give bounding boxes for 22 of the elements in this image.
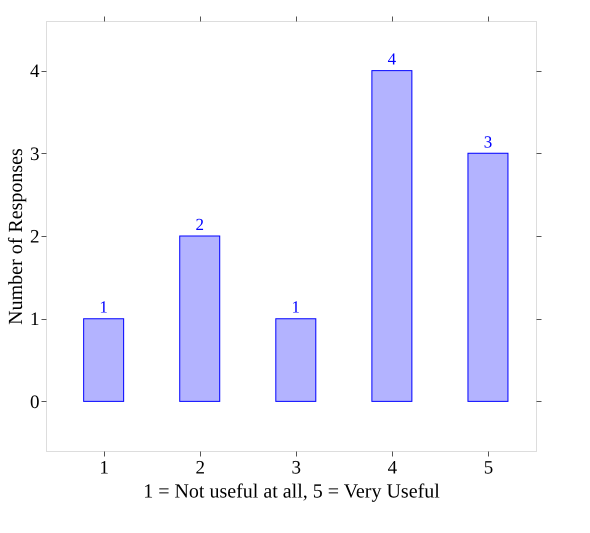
data-label: 4	[388, 50, 397, 69]
x-axis-title: 1 = Not useful at all, 5 = Very Useful	[143, 480, 440, 502]
data-label: 1	[99, 298, 108, 317]
y-tick-label: 0	[30, 392, 40, 413]
y-axis-title: Number of Responses	[5, 148, 27, 325]
bar	[275, 318, 316, 402]
data-label: 3	[484, 132, 492, 152]
bar	[83, 318, 124, 402]
x-tick-label: 1	[99, 458, 109, 478]
y-tick-label: 3	[30, 144, 40, 165]
y-tick-label: 4	[30, 61, 40, 82]
y-tick-label: 1	[30, 309, 40, 330]
data-label: 2	[195, 215, 204, 234]
x-tick-label: 5	[484, 458, 494, 478]
bar	[179, 236, 220, 402]
bar	[467, 152, 508, 402]
data-label: 1	[292, 298, 300, 317]
bar	[371, 70, 412, 402]
x-tick-label: 2	[195, 458, 205, 478]
y-tick-label: 2	[30, 226, 40, 248]
x-tick-label: 3	[292, 458, 302, 478]
x-tick-label: 4	[388, 458, 398, 478]
